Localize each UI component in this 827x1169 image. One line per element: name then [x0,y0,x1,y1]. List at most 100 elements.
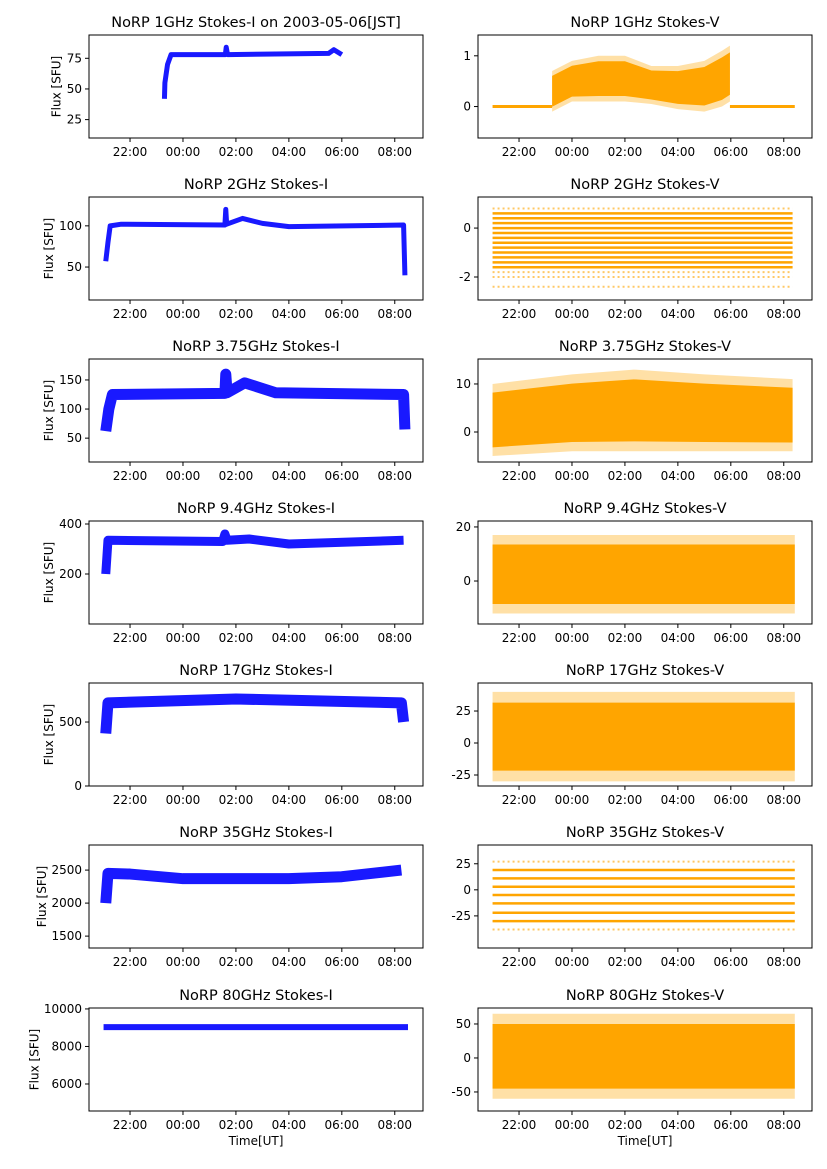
x-tick-label: 04:00 [661,631,696,645]
subplot-8: NoRP 17GHz Stokes-I 22:00 00:00 02:00 04:00 0… [42,663,424,807]
subplot-title: NoRP 35GHz Stokes-I [179,825,333,841]
subplot-5: NoRP 3.75GHz Stokes-V 22:00 00:00 02:00 04:0… [456,339,813,483]
x-tick-label: 04:00 [661,145,696,159]
x-tick-label: 04:00 [661,793,696,807]
axes-frame [477,844,813,949]
axes-frame [477,358,813,463]
x-tick-label: 22:00 [113,955,148,969]
x-tick-label: 22:00 [113,145,148,159]
x-tick-label: 00:00 [166,631,201,645]
x-tick-label: 06:00 [325,469,360,483]
y-tick-label: 10 [456,377,471,391]
subplot-title: NoRP 80GHz Stokes-V [566,988,724,1004]
subplot-title: NoRP 2GHz Stokes-I [184,177,328,193]
subplot-3: NoRP 2GHz Stokes-V 22:00 00:00 02:00 04:00 06… [459,177,813,321]
series-line [103,206,408,276]
series-line [100,864,402,904]
x-tick-label: 22:00 [113,1118,148,1132]
x-tick-label: 04:00 [272,469,307,483]
x-tick-label: 22:00 [502,145,537,159]
x-tick-label: 04:00 [272,307,307,321]
axes-frame [88,1007,424,1112]
subplot-title: NoRP 1GHz Stokes-V [570,15,719,31]
series-line [100,693,410,734]
x-tick-label: 22:00 [502,631,537,645]
series-line [100,368,411,432]
x-tick-label: 22:00 [113,307,148,321]
y-tick-label: 400 [59,517,82,531]
x-tick-label: 08:00 [766,469,801,483]
y-tick-label: -50 [451,1085,471,1099]
axes-frame [477,196,813,301]
x-tick-label: 02:00 [608,307,643,321]
y-tick-label: 0 [463,425,471,439]
x-tick-label: 08:00 [377,307,412,321]
x-tick-label: 08:00 [377,145,412,159]
x-tick-label: 02:00 [219,793,254,807]
y-tick-label: 0 [463,100,471,114]
subplot-title: NoRP 9.4GHz Stokes-V [564,501,727,517]
x-tick-label: 22:00 [502,307,537,321]
x-tick-label: 08:00 [766,793,801,807]
axes-frame [88,358,424,463]
subplot-title: NoRP 3.75GHz Stokes-V [559,339,731,355]
plot-area [492,369,793,456]
x-tick-label: 00:00 [166,955,201,969]
axes-frame [88,520,424,625]
y-tick-label: 0 [463,883,471,897]
y-tick-label: 0 [463,221,471,235]
series-line [161,44,344,99]
y-tick-label: 0 [74,779,82,793]
x-tick-label: 00:00 [166,145,201,159]
x-tick-label: 02:00 [608,469,643,483]
x-tick-label: 04:00 [272,145,307,159]
x-tick-label: 00:00 [166,469,201,483]
series-line [101,529,404,575]
y-tick-label: 100 [59,219,82,233]
plot-area [161,44,344,99]
subplot-7: NoRP 9.4GHz Stokes-V 22:00 00:00 02:00 04:00… [456,501,813,645]
subplot-6: NoRP 9.4GHz Stokes-I 22:00 00:00 02:00 04:00… [42,501,424,645]
plot-area [100,693,410,734]
x-tick-label: 08:00 [766,145,801,159]
x-axis-label: Time[UT] [228,1134,284,1148]
x-tick-label: 00:00 [555,145,590,159]
plot-area [103,206,408,276]
x-tick-label: 00:00 [555,307,590,321]
y-tick-label: 75 [67,51,82,65]
y-axis-label: Flux [SFU] [42,380,56,441]
y-axis-label: Flux [SFU] [35,866,49,927]
y-axis-label: Flux [SFU] [28,1029,42,1090]
x-tick-label: 06:00 [714,307,749,321]
subplot-title: NoRP 17GHz Stokes-V [566,663,724,679]
x-tick-label: 08:00 [766,631,801,645]
subplot-title: NoRP 9.4GHz Stokes-I [177,501,335,517]
x-tick-label: 00:00 [166,307,201,321]
x-tick-label: 22:00 [502,793,537,807]
axes-frame [477,34,813,139]
plot-area [100,864,402,904]
plot-area [492,45,795,112]
x-tick-label: 22:00 [502,1118,537,1132]
y-tick-label: 8000 [51,1039,82,1053]
x-tick-label: 08:00 [766,955,801,969]
y-tick-label: 1500 [51,929,82,943]
x-tick-label: 06:00 [325,631,360,645]
x-tick-label: 00:00 [555,469,590,483]
x-tick-label: 06:00 [325,793,360,807]
x-tick-label: 22:00 [502,469,537,483]
x-tick-label: 02:00 [219,307,254,321]
y-tick-label: 2000 [51,896,82,910]
x-tick-label: 04:00 [661,307,696,321]
series-envelope [492,1023,795,1089]
x-tick-label: 02:00 [608,145,643,159]
x-tick-label: 00:00 [555,955,590,969]
series-envelope [552,52,730,107]
x-tick-label: 08:00 [377,469,412,483]
x-tick-label: 00:00 [166,793,201,807]
y-tick-label: 25 [456,857,471,871]
x-tick-label: 08:00 [766,307,801,321]
series-envelope [492,702,795,771]
x-tick-label: 08:00 [377,793,412,807]
series-envelope [492,379,793,448]
